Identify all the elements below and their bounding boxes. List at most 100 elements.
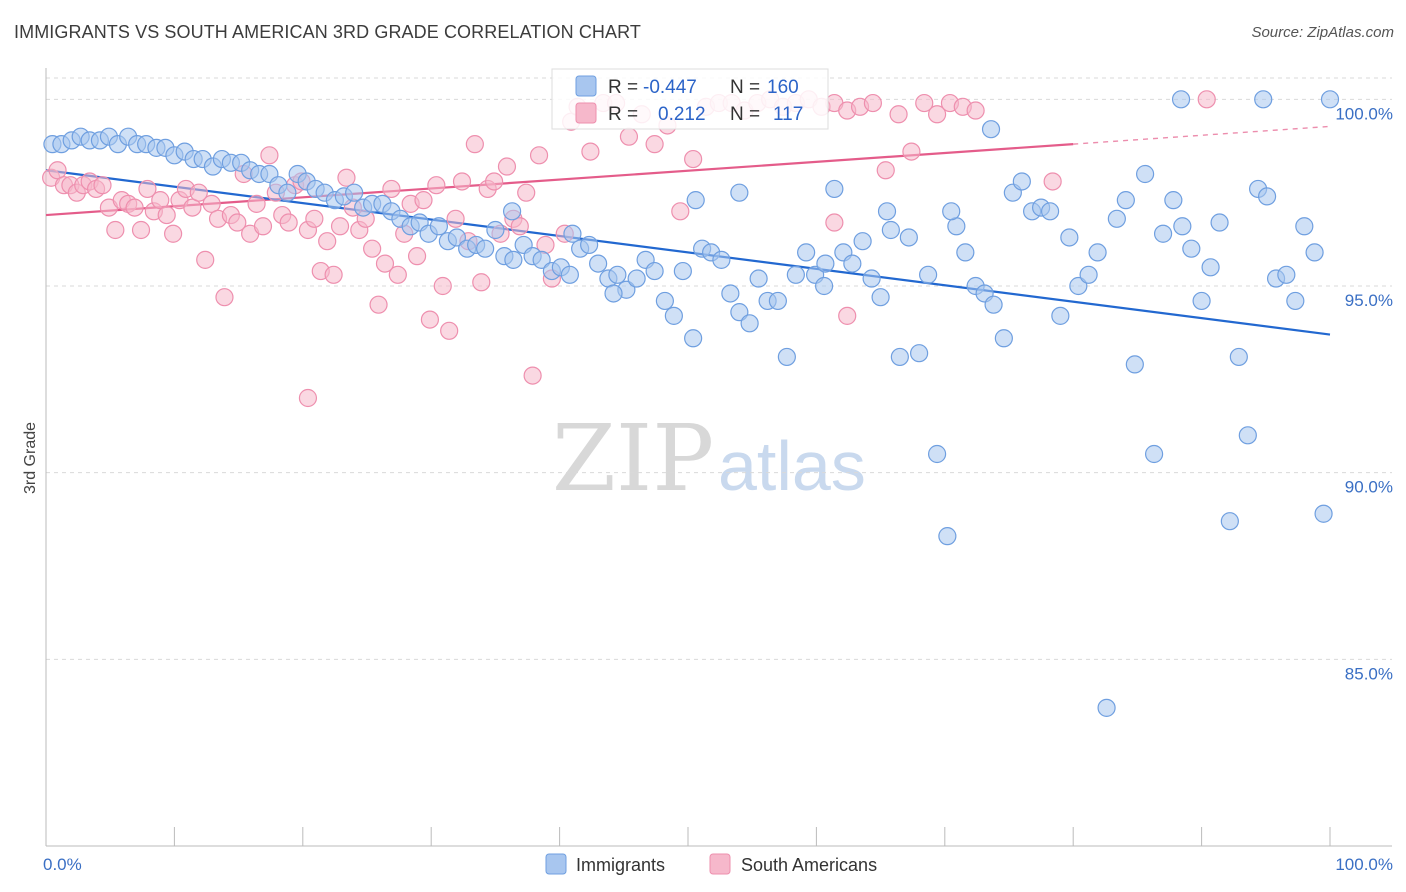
immigrants-point	[942, 202, 961, 221]
immigrants-trend-line	[45, 169, 1331, 336]
south-americans-point	[529, 146, 549, 165]
south-americans-point	[247, 194, 266, 213]
immigrants-point	[1012, 172, 1031, 191]
watermark: ZIP atlas	[552, 405, 866, 512]
immigrants-point	[927, 444, 947, 464]
south-americans-point	[619, 127, 639, 146]
south-americans-point	[414, 191, 433, 210]
immigrants-point	[673, 261, 692, 281]
immigrants-point	[1153, 224, 1173, 243]
south-americans-point	[671, 202, 690, 221]
immigrants-point	[1171, 90, 1191, 109]
immigrants-point	[1220, 512, 1239, 531]
immigrants-point	[871, 288, 890, 307]
south-americans-point	[305, 209, 324, 228]
immigrants-point	[1254, 90, 1273, 109]
immigrants-point	[1210, 213, 1229, 232]
south-americans-point	[485, 172, 504, 191]
south-americans-point	[420, 310, 440, 329]
south-americans-point	[106, 220, 125, 240]
y-axis-title: 3rd Grade	[22, 422, 39, 494]
south-americans-point	[446, 209, 465, 228]
immigrants-point	[1295, 217, 1314, 236]
immigrants-points	[43, 90, 1340, 717]
immigrants-point	[816, 254, 835, 273]
immigrants-point	[664, 306, 683, 325]
immigrants-point	[721, 284, 740, 303]
immigrants-point	[1125, 355, 1144, 374]
immigrants-point	[1305, 243, 1324, 262]
series-legend-swatch-south-americans	[709, 853, 731, 875]
gridlines: 85.0% 90.0% 95.0% 100.0%	[46, 77, 1393, 683]
immigrants-point	[1069, 276, 1088, 296]
south-americans-point	[523, 366, 542, 385]
immigrants-point	[843, 254, 862, 273]
immigrants-point	[1192, 291, 1211, 311]
immigrants-point	[1277, 265, 1296, 284]
south-americans-point	[433, 276, 452, 296]
immigrants-point	[1314, 504, 1333, 523]
immigrants-point	[684, 329, 703, 348]
immigrants-point	[712, 250, 731, 269]
legend-n-label-south-americans: N =	[730, 104, 760, 125]
legend-box	[551, 68, 829, 130]
immigrants-point	[1164, 191, 1183, 210]
immigrants-point	[686, 191, 705, 210]
immigrants-point	[1229, 347, 1248, 367]
series-legend-south-americans: South Americans	[741, 855, 877, 875]
south-americans-point	[472, 273, 491, 292]
immigrants-point	[1079, 265, 1098, 284]
immigrants-point	[1088, 243, 1107, 262]
axes: 0.0% 100.0%	[43, 68, 1393, 874]
immigrants-point	[797, 243, 816, 262]
immigrants-trend	[45, 169, 1331, 336]
immigrants-point	[589, 254, 608, 273]
immigrants-point	[740, 314, 759, 333]
legend-n-value-immigrants: 160	[767, 77, 799, 98]
immigrants-point	[910, 344, 929, 363]
immigrants-point	[502, 202, 522, 221]
correlation-legend: R = -0.447 N = 160 R = 0.212 N = 117	[551, 68, 829, 130]
immigrants-point	[877, 202, 897, 221]
immigrants-point	[768, 291, 787, 311]
immigrants-point	[345, 183, 364, 202]
legend-swatch-immigrants	[575, 75, 597, 97]
south-americans-point	[838, 306, 857, 325]
legend-r-label-south-americans: R =	[608, 104, 638, 125]
immigrants-point	[938, 527, 957, 546]
legend-r-label-immigrants: R =	[608, 77, 638, 98]
chart-title: IMMIGRANTS VS SOUTH AMERICAN 3RD GRADE C…	[14, 22, 642, 42]
immigrants-point	[981, 120, 1001, 139]
south-americans-point	[382, 179, 401, 199]
south-americans-point	[876, 161, 895, 180]
legend-n-value-south-americans: 117	[773, 104, 803, 125]
series-legend-swatch-immigrants	[545, 853, 567, 875]
immigrants-point	[563, 224, 582, 243]
south-americans-point	[465, 135, 484, 154]
immigrants-point	[994, 329, 1013, 348]
immigrants-point	[1136, 164, 1155, 184]
south-americans-point	[863, 93, 882, 113]
south-americans-point	[324, 265, 343, 284]
south-americans-point	[279, 213, 298, 232]
south-americans-point	[581, 142, 600, 161]
immigrants-point	[476, 239, 495, 258]
south-americans-point	[1197, 90, 1216, 109]
south-americans-point	[510, 217, 529, 236]
immigrants-point	[1201, 258, 1220, 277]
legend-n-label-immigrants: N =	[730, 77, 760, 98]
south-americans-point	[369, 295, 388, 314]
immigrants-point	[984, 295, 1003, 314]
south-americans-point	[196, 250, 215, 269]
south-americans-point	[228, 213, 247, 232]
immigrants-point	[604, 284, 623, 303]
south-americans-point	[889, 105, 908, 124]
immigrants-point	[447, 228, 466, 247]
south-americans-point	[927, 105, 947, 124]
south-americans-point	[440, 321, 459, 340]
y-tick-label: 100.0%	[1335, 104, 1393, 123]
immigrants-point	[1060, 228, 1079, 247]
south-americans-point	[298, 388, 318, 408]
south-americans-point	[375, 254, 395, 273]
south-americans-point	[157, 205, 176, 225]
